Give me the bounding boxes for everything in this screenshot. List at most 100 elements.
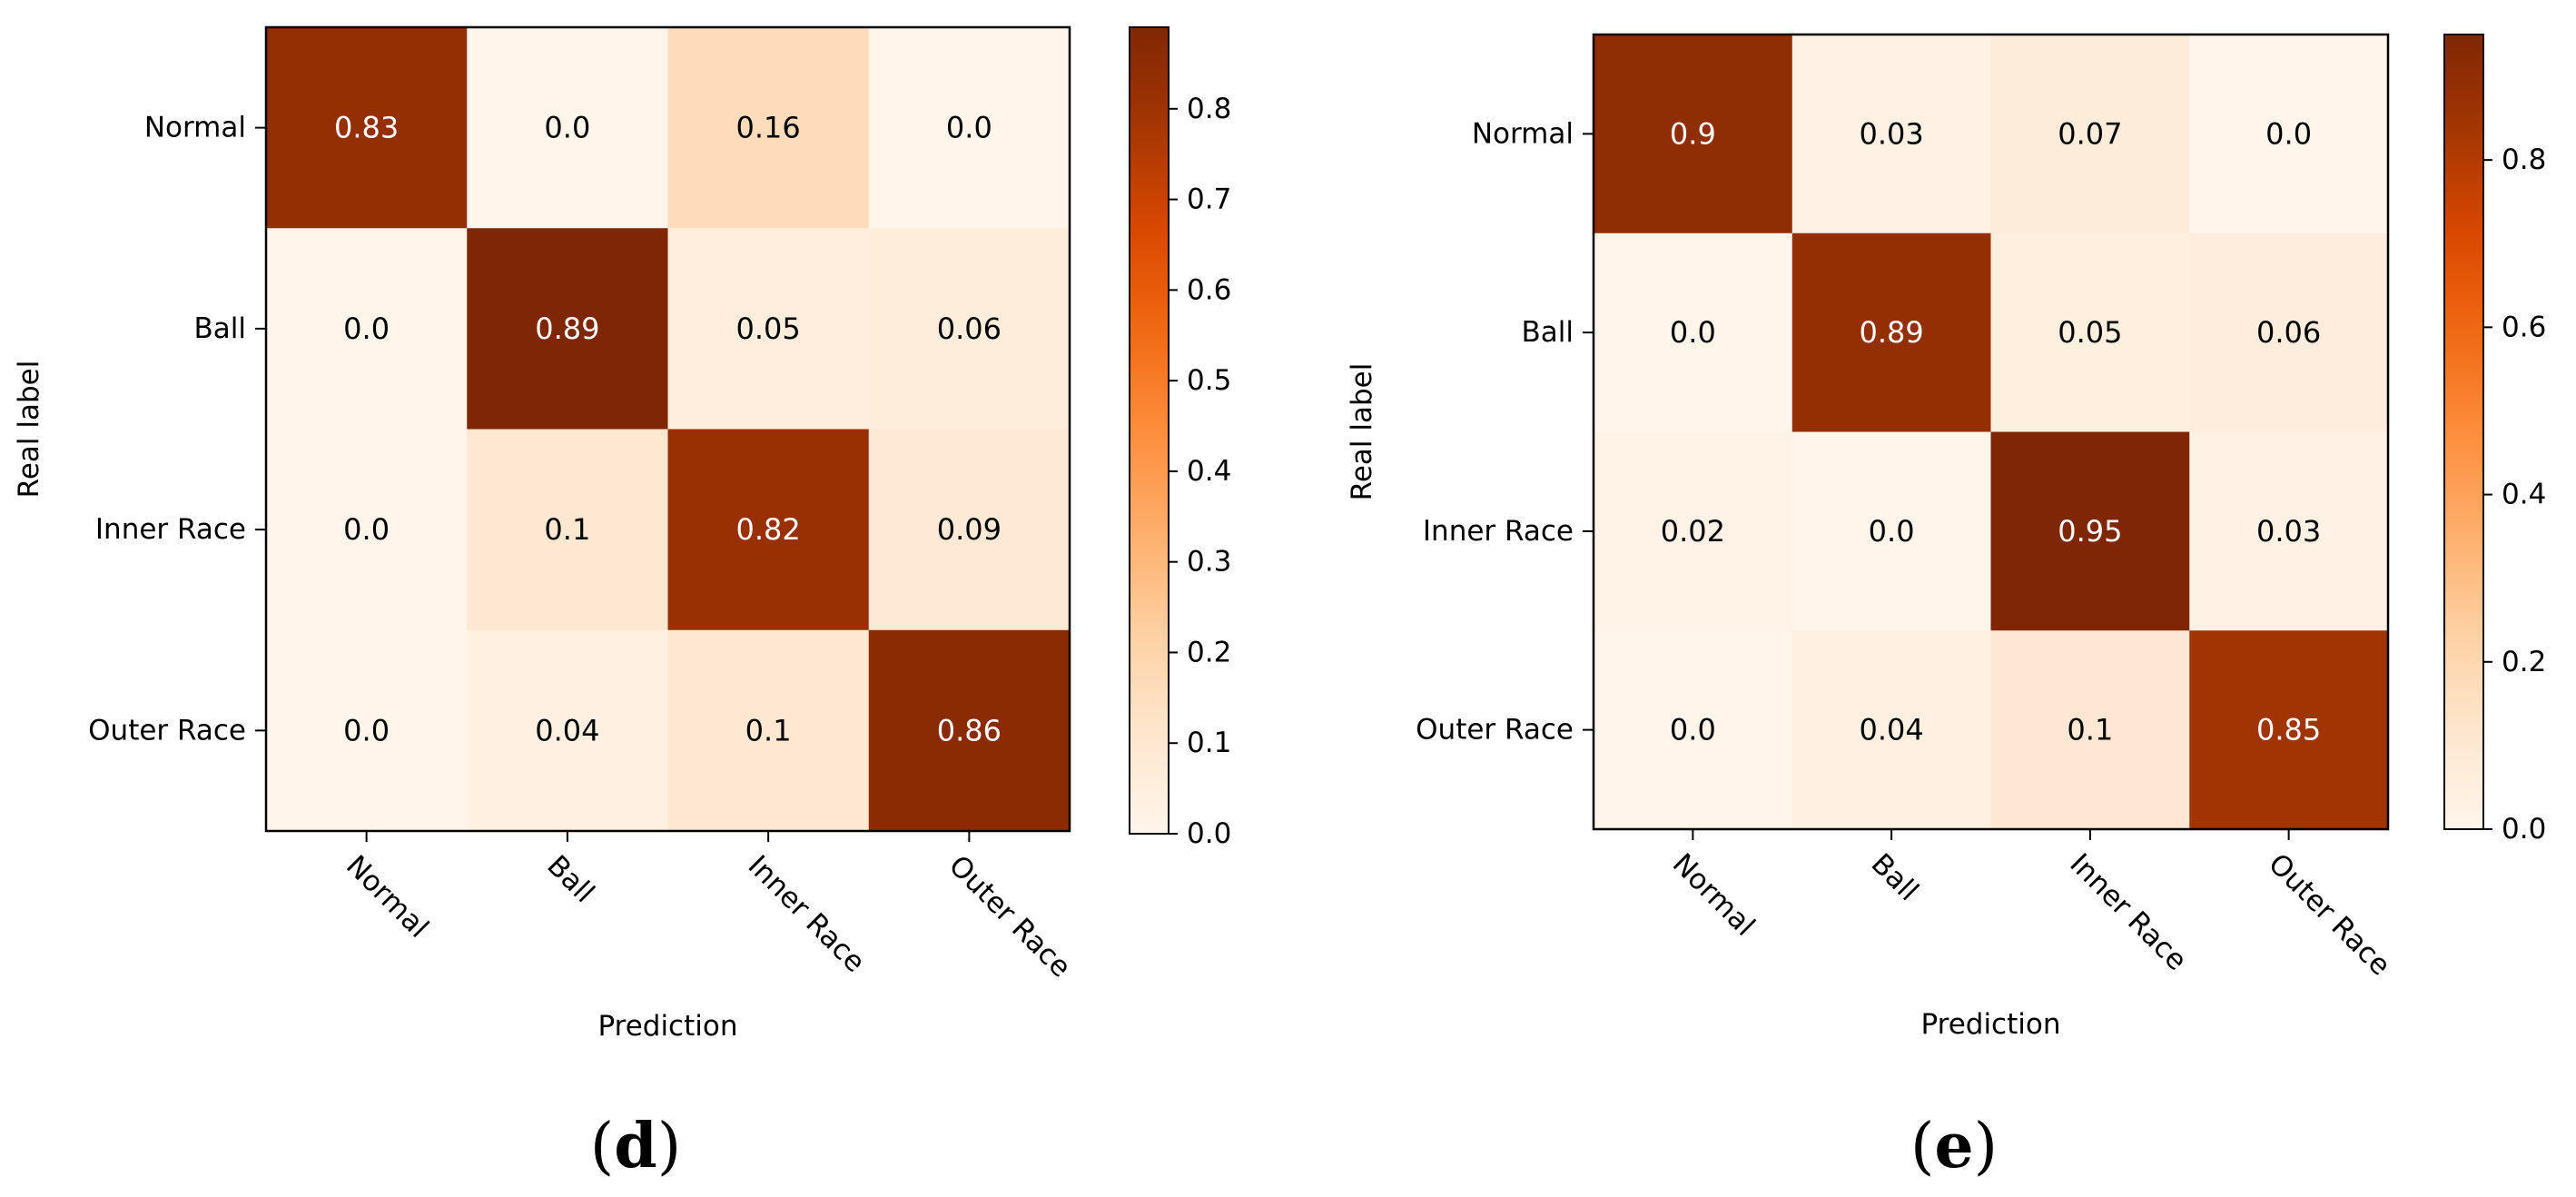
cell-value-label: 0.09 [937,512,1002,547]
heatmap-cell [667,629,870,832]
cell-value-label: 0.02 [1661,514,1725,549]
cell-value-label: 0.89 [1860,315,1924,350]
y-tick-label: Ball [194,312,247,345]
y-axis-title: Real label [13,361,45,499]
cell-value-label: 0.85 [2256,713,2321,747]
cell-value-label: 0.0 [946,111,992,145]
heatmap-cell [868,429,1071,631]
x-axis-title: Prediction [1920,1008,2060,1041]
colorbar-tick-label: 0.2 [1187,636,1231,668]
x-tick-label: Outer Race [2262,847,2396,982]
heatmap-cell [1990,232,2190,432]
colorbar-tick-label: 0.4 [2502,479,2546,511]
y-tick-label: Outer Race [1416,714,1574,747]
plot-frame [1592,33,2390,831]
x-tick-label: Outer Race [943,849,1077,984]
heatmap-cell [2189,630,2389,830]
x-tick-label: Inner Race [742,849,872,979]
heatmap-cell [1990,431,2190,631]
y-tick-label: Ball [1522,316,1574,349]
y-tick-label: Normal [1472,117,1574,150]
heatmap-cell [1990,35,2190,234]
x-tick-label: Ball [1865,847,1925,907]
confusion-matrix-panel-e: 0.9 0.03 0.07 0.0 0.0 0.89 0.05 0.06 0.02 0.0 0.95… [1346,33,2546,1182]
cell-value-label: 0.9 [1670,116,1716,151]
colorbar-tick-label: 0.8 [2502,143,2546,176]
cell-value-label: 0.83 [334,111,399,145]
cell-value-label: 0.0 [2265,116,2312,151]
cell-value-label: 0.0 [343,512,390,547]
y-axis-title: Real label [1346,363,1378,501]
x-tick-label: Normal [1666,847,1762,943]
cell-value-label: 0.1 [544,512,590,547]
cell-value-label: 0.1 [2067,713,2113,747]
cell-value-label: 0.95 [2058,514,2122,549]
cell-value-label: 0.82 [736,512,801,547]
colorbar-tick-label: 0.1 [1187,727,1231,759]
cell-value-label: 0.86 [937,713,1002,747]
cell-value-label: 0.0 [1869,514,1915,549]
colorbar-tick-label: 0.8 [1187,93,1231,125]
heatmap-cell [467,429,668,631]
y-tick-label: Inner Race [95,513,246,546]
colorbar-tick-label: 0.7 [1187,183,1231,216]
colorbar-tick-label: 0.5 [1187,364,1231,397]
cell-value-label: 0.07 [2058,116,2122,151]
heatmap-cell [2189,232,2389,432]
colorbar-tick-label: 0.0 [2502,813,2546,846]
cell-value-label: 0.0 [544,111,590,145]
heatmap-cell [1594,431,1793,631]
heatmap-cell [2189,35,2389,234]
heatmap-cell [1594,35,1793,234]
panel-caption: (e) [1910,1110,1998,1182]
cell-value-label: 0.05 [2058,315,2122,350]
cell-value-label: 0.03 [1860,116,1924,151]
heatmap-cell [2189,431,2389,631]
cell-value-label: 0.06 [2256,315,2321,350]
heatmap-cell [667,27,870,229]
heatmap-cell [467,629,668,832]
heatmap-cell [1791,431,1991,631]
x-tick-label: Inner Race [2063,847,2193,977]
cell-value-label: 0.0 [1670,315,1716,350]
heatmap-cell [667,228,870,430]
heatmap-cell [868,228,1071,430]
x-tick-label: Normal [340,849,435,945]
colorbar-tick-label: 0.0 [1187,817,1231,850]
heatmap-cell [266,27,468,229]
confusion-matrix-panel-d: 0.83 0.0 0.16 0.0 0.0 0.89 0.05 0.06 0.0 0.1 0.82 0… [13,25,1231,1182]
plot-frame [264,25,1071,833]
panel-caption: (d) [590,1110,682,1182]
colorbar-tick-label: 0.4 [1187,455,1231,488]
colorbar-tick-label: 0.6 [2502,311,2546,343]
heatmap-cell [1594,232,1793,432]
cell-value-label: 0.89 [535,312,599,346]
colorbar-tick-label: 0.6 [1187,273,1231,306]
cell-value-label: 0.04 [1860,713,1924,747]
heatmap-cell [467,228,668,430]
heatmap-cell [667,429,870,631]
cell-value-label: 0.06 [937,312,1002,346]
heatmap-cell [1594,630,1793,830]
colorbar-tick-label: 0.2 [2502,646,2546,678]
cell-value-label: 0.05 [736,312,801,346]
cell-value-label: 0.0 [1670,713,1716,747]
heatmap-cell [1990,630,2190,830]
heatmap-cell [1791,630,1991,830]
heatmap-cell [868,629,1071,832]
heatmap-cell [1791,232,1991,432]
y-tick-label: Normal [144,112,246,144]
cell-value-label: 0.1 [745,713,792,747]
x-axis-title: Prediction [597,1010,737,1043]
y-tick-label: Inner Race [1423,515,1574,548]
cell-value-label: 0.04 [535,713,599,747]
cell-value-label: 0.03 [2256,514,2321,549]
heatmap-cell [266,629,468,832]
y-tick-label: Outer Race [88,714,246,747]
x-tick-label: Ball [540,849,600,909]
cell-value-label: 0.0 [343,713,390,747]
colorbar [2443,34,2484,830]
heatmap-cell [266,429,468,631]
cell-value-label: 0.16 [736,111,801,145]
